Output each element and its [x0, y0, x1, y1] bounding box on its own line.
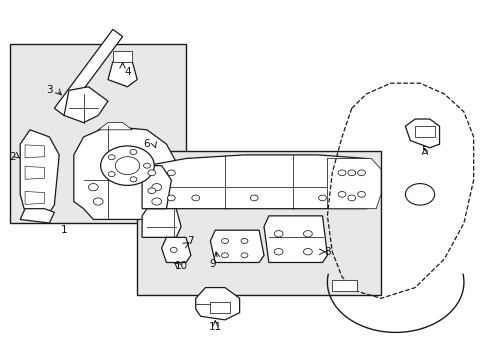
Text: 8: 8: [324, 247, 330, 257]
Bar: [113, 51, 132, 62]
Circle shape: [318, 195, 326, 201]
Circle shape: [108, 172, 115, 177]
Polygon shape: [195, 288, 239, 320]
Polygon shape: [142, 209, 181, 237]
Text: 3: 3: [46, 85, 53, 95]
Circle shape: [303, 248, 312, 255]
Circle shape: [152, 184, 161, 191]
Polygon shape: [152, 198, 176, 220]
Polygon shape: [20, 209, 54, 223]
Text: 11: 11: [208, 322, 222, 332]
Circle shape: [274, 230, 283, 237]
Circle shape: [221, 253, 228, 258]
Circle shape: [241, 238, 247, 243]
Text: 6: 6: [143, 139, 150, 149]
Polygon shape: [108, 62, 137, 87]
Polygon shape: [64, 87, 108, 123]
Bar: [10, 44, 185, 223]
Polygon shape: [264, 216, 327, 262]
Polygon shape: [98, 123, 132, 130]
Bar: [137, 151, 380, 295]
Text: 5: 5: [421, 146, 427, 156]
Polygon shape: [54, 30, 122, 116]
Circle shape: [130, 149, 137, 154]
Circle shape: [148, 188, 156, 194]
Text: 7: 7: [187, 236, 194, 246]
Text: 2: 2: [10, 152, 16, 162]
Circle shape: [148, 170, 156, 176]
Circle shape: [88, 184, 98, 191]
Circle shape: [130, 177, 137, 182]
Text: 1: 1: [61, 225, 67, 235]
Circle shape: [303, 230, 312, 237]
Circle shape: [115, 157, 140, 175]
Circle shape: [108, 155, 115, 160]
Circle shape: [405, 184, 434, 205]
Text: 4: 4: [124, 67, 130, 77]
Polygon shape: [161, 237, 190, 262]
Polygon shape: [25, 145, 44, 158]
Circle shape: [101, 146, 154, 185]
Polygon shape: [210, 230, 264, 262]
Circle shape: [170, 247, 177, 252]
Circle shape: [337, 192, 345, 197]
Circle shape: [347, 195, 355, 201]
Polygon shape: [331, 280, 356, 291]
Circle shape: [337, 170, 345, 176]
Text: 9: 9: [209, 259, 216, 269]
Circle shape: [191, 195, 199, 201]
Polygon shape: [147, 155, 375, 209]
Polygon shape: [20, 130, 59, 220]
Circle shape: [152, 198, 161, 205]
Bar: [414, 126, 434, 137]
Circle shape: [221, 238, 228, 243]
Text: 10: 10: [174, 261, 187, 271]
Circle shape: [167, 170, 175, 176]
Circle shape: [347, 170, 355, 176]
Polygon shape: [25, 166, 44, 179]
Circle shape: [167, 195, 175, 201]
Polygon shape: [210, 302, 229, 313]
Polygon shape: [142, 166, 171, 209]
Circle shape: [250, 195, 258, 201]
Polygon shape: [405, 119, 439, 148]
Circle shape: [357, 192, 365, 197]
Circle shape: [274, 248, 283, 255]
Polygon shape: [74, 126, 176, 220]
Polygon shape: [25, 192, 44, 204]
Circle shape: [143, 163, 150, 168]
Circle shape: [241, 253, 247, 258]
Polygon shape: [327, 158, 380, 209]
Circle shape: [93, 198, 103, 205]
Circle shape: [357, 170, 365, 176]
